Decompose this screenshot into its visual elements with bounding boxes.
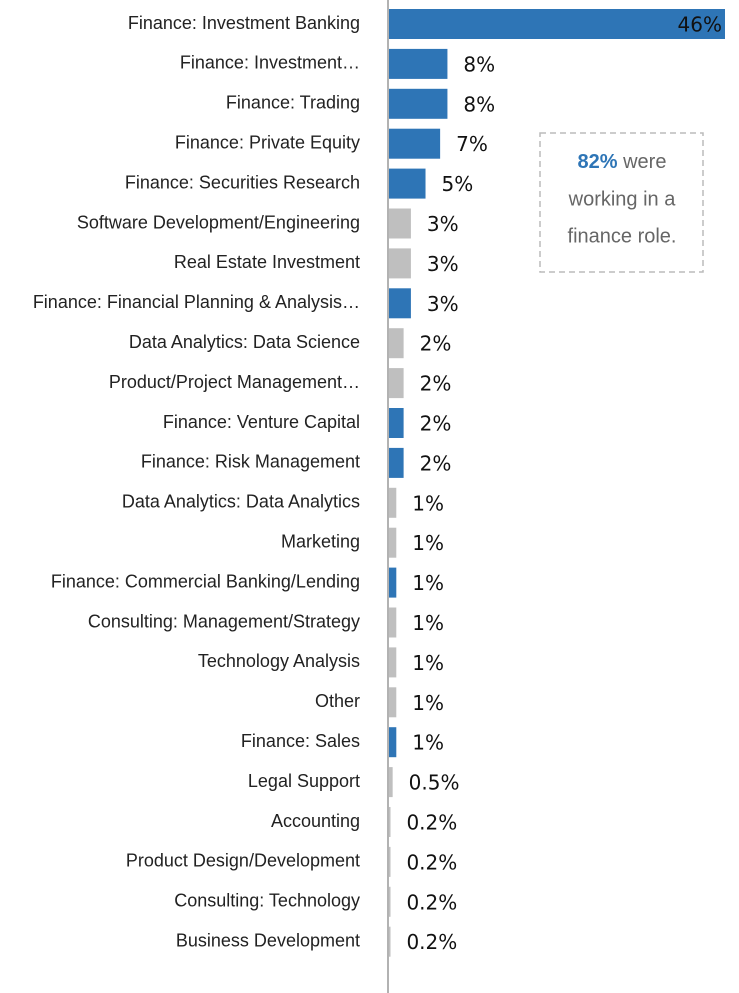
category-label: Finance: Financial Planning & Analysis… <box>33 292 360 312</box>
category-label: Software Development/Engineering <box>77 212 360 232</box>
bar <box>389 447 404 478</box>
bar <box>389 9 725 39</box>
category-label: Technology Analysis <box>198 651 360 671</box>
bar <box>389 527 397 558</box>
category-label: Marketing <box>281 531 360 551</box>
value-label: 0.2% <box>406 811 457 835</box>
value-label: 1% <box>412 611 444 635</box>
value-label: 0.2% <box>406 890 457 914</box>
annotation-text: working in a <box>568 188 677 210</box>
value-label: 3% <box>427 252 459 276</box>
value-label: 2% <box>420 332 452 356</box>
value-label: 1% <box>412 571 444 595</box>
category-label: Data Analytics: Data Science <box>129 332 360 352</box>
value-label: 5% <box>442 172 474 196</box>
annotation-text: were <box>622 151 666 173</box>
value-label: 1% <box>412 651 444 675</box>
value-label: 1% <box>412 531 444 555</box>
bar <box>389 567 397 598</box>
bar <box>389 886 391 917</box>
bar <box>389 926 391 957</box>
value-label: 0.5% <box>409 771 460 795</box>
bar <box>389 727 397 758</box>
category-label: Finance: Risk Management <box>141 452 360 472</box>
category-label: Consulting: Management/Strategy <box>88 611 360 631</box>
value-label: 1% <box>412 691 444 715</box>
bar <box>389 128 441 159</box>
value-label: 1% <box>412 491 444 515</box>
annotation-highlight: 82% <box>578 151 618 173</box>
category-label: Finance: Investment Banking <box>128 13 360 33</box>
annotation-text: finance role. <box>568 225 677 247</box>
bar <box>389 487 397 518</box>
value-label: 3% <box>427 292 459 316</box>
category-label: Finance: Securities Research <box>125 172 360 192</box>
value-label: 2% <box>420 451 452 475</box>
category-label: Finance: Investment… <box>180 53 360 73</box>
category-label: Business Development <box>176 930 360 950</box>
bar <box>389 168 426 199</box>
category-label: Finance: Commercial Banking/Lending <box>51 571 360 591</box>
bar <box>389 248 411 279</box>
category-label: Other <box>315 691 360 711</box>
bar <box>389 607 397 638</box>
category-label: Product/Project Management… <box>109 372 360 392</box>
bar <box>389 767 393 798</box>
category-label: Finance: Private Equity <box>175 132 360 152</box>
value-label: 0.2% <box>406 930 457 954</box>
category-label: Accounting <box>271 811 360 831</box>
bar <box>389 328 404 359</box>
category-label: Real Estate Investment <box>174 252 360 272</box>
bar <box>389 647 397 678</box>
category-label: Consulting: Technology <box>174 891 360 911</box>
category-label: Data Analytics: Data Analytics <box>122 492 360 512</box>
bar <box>389 687 397 718</box>
category-label: Legal Support <box>248 771 360 791</box>
value-label: 2% <box>420 372 452 396</box>
category-label: Finance: Trading <box>226 93 360 113</box>
category-label: Product Design/Development <box>126 851 360 871</box>
value-label: 0.2% <box>406 850 457 874</box>
bar <box>389 408 404 438</box>
bar <box>389 846 391 877</box>
bar <box>389 288 411 319</box>
bar <box>389 208 411 239</box>
annotation-line: 82% were <box>578 151 667 173</box>
annotation-box <box>539 132 704 273</box>
value-label: 8% <box>463 92 495 116</box>
category-label: Finance: Venture Capital <box>163 412 360 432</box>
bar <box>389 48 448 79</box>
category-label: Finance: Sales <box>241 731 360 751</box>
bar <box>389 807 391 837</box>
bar <box>389 368 404 399</box>
value-label: 8% <box>463 52 495 76</box>
value-label: 3% <box>427 212 459 236</box>
value-label: 1% <box>412 731 444 755</box>
value-label: 7% <box>456 132 488 156</box>
value-label: 2% <box>420 412 452 436</box>
value-label: 46% <box>678 13 722 37</box>
bar <box>389 88 448 119</box>
